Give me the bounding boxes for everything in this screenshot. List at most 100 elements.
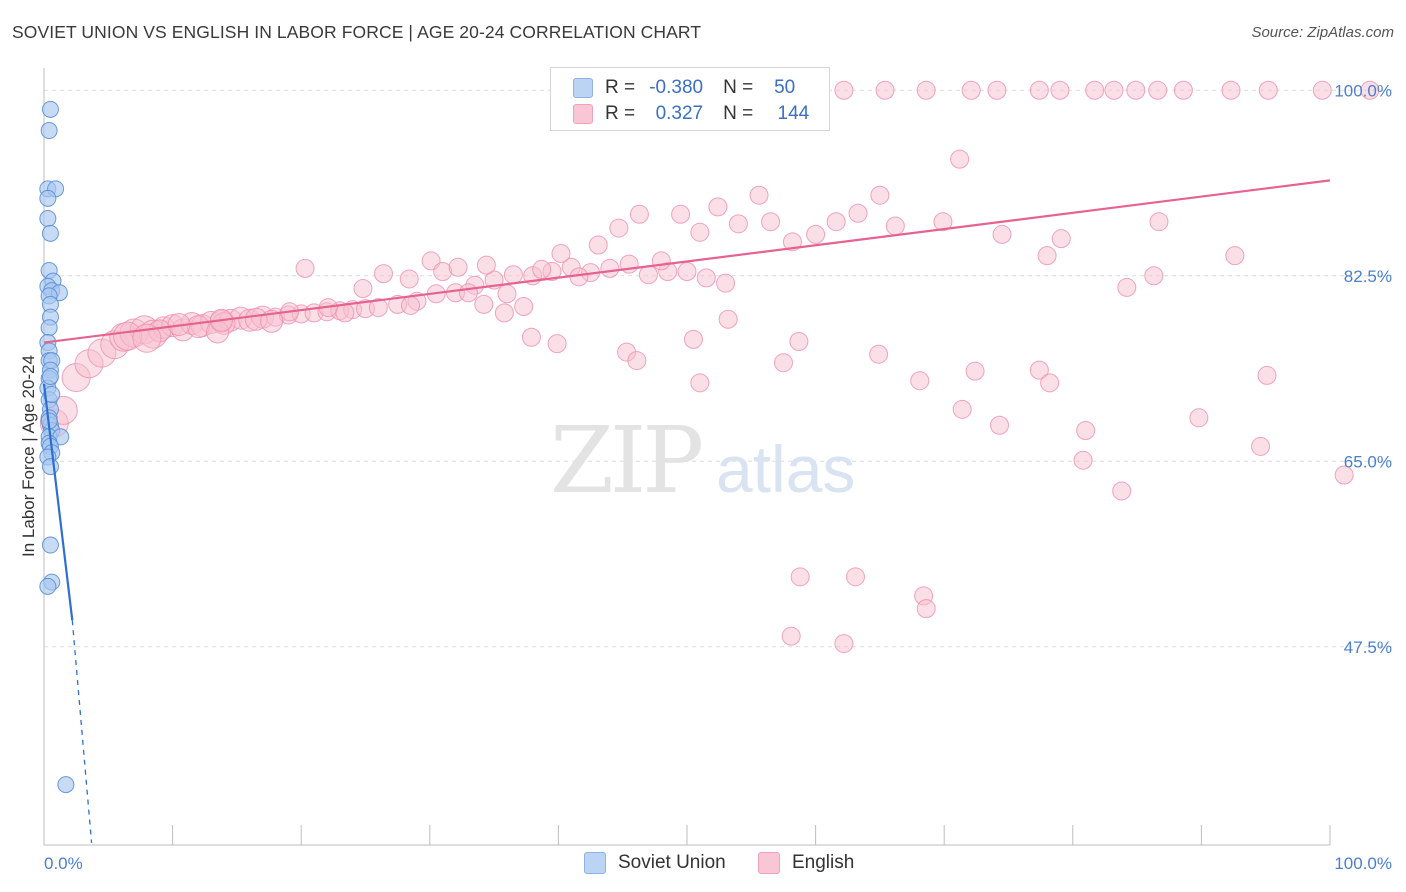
source-label: Source: ZipAtlas.com — [1251, 24, 1394, 41]
english-point — [551, 244, 571, 264]
english-point — [671, 204, 691, 224]
english-point — [728, 214, 748, 234]
english-point — [690, 222, 710, 242]
soviet-union-point — [39, 210, 57, 228]
soviet-union-points — [39, 100, 75, 794]
series-legend: Soviet Union English — [0, 852, 1406, 878]
legend-label-soviet-union: Soviet Union — [618, 852, 726, 873]
english-point — [834, 634, 854, 654]
legend-row-english: R = 0.327 N = 144 — [573, 102, 809, 126]
english-swatch — [758, 852, 780, 874]
n-label: N = — [723, 77, 754, 98]
legend-label-english: English — [792, 852, 855, 873]
english-point — [295, 258, 315, 278]
english-point — [952, 399, 972, 419]
english-point — [1085, 80, 1105, 100]
english-point — [629, 204, 649, 224]
y-tick-label: 47.5% — [1344, 638, 1392, 657]
english-point — [335, 303, 355, 323]
soviet-union-point — [40, 319, 58, 337]
english-point — [696, 268, 716, 288]
english-point — [773, 353, 793, 373]
english-point — [989, 415, 1009, 435]
watermark-zip: ZIP — [550, 407, 701, 514]
english-point — [600, 258, 620, 278]
english-point — [916, 80, 936, 100]
english-point — [965, 361, 985, 381]
english-point — [1251, 436, 1271, 456]
english-point — [848, 203, 868, 223]
english-point — [1076, 421, 1096, 441]
english-point — [609, 218, 629, 238]
english-point — [789, 331, 809, 351]
english-point — [690, 373, 710, 393]
english-r-value: 0.327 — [655, 103, 704, 124]
english-point — [885, 216, 905, 236]
english-point — [494, 303, 514, 323]
chart-title: SOVIET UNION VS ENGLISH IN LABOR FORCE |… — [12, 22, 702, 42]
english-point — [718, 309, 738, 329]
english-point — [870, 185, 890, 205]
english-point — [677, 262, 697, 282]
english-point — [987, 80, 1007, 100]
english-point — [532, 259, 552, 279]
watermark-atlas: atlas — [716, 432, 855, 506]
english-point — [1117, 277, 1137, 297]
english-point — [401, 295, 421, 315]
trend-lines — [42, 179, 1331, 843]
english-point — [961, 80, 981, 100]
x-tick-label-min: 0.0% — [44, 854, 83, 873]
legend-item-english[interactable]: English — [758, 852, 854, 874]
x-tick-label-max: 100.0% — [1334, 854, 1392, 873]
english-point — [869, 344, 889, 364]
soviet-union-point — [43, 385, 61, 403]
y-tick-label: 65.0% — [1344, 452, 1392, 471]
soviet-union-trend-line — [42, 383, 74, 621]
x-tick-labels: 0.0% 100.0% — [44, 854, 1392, 873]
english-point — [399, 269, 419, 289]
english-point — [186, 315, 210, 339]
english-point — [916, 599, 936, 619]
english-point — [1144, 266, 1164, 286]
english-point — [790, 567, 810, 587]
soviet-union-point — [41, 100, 59, 118]
english-point — [547, 334, 567, 354]
soviet-union-point — [39, 189, 57, 207]
y-axis-label: In Labor Force | Age 20-24 — [19, 355, 38, 557]
y-tick-label: 100.0% — [1334, 81, 1392, 100]
english-point — [782, 232, 802, 252]
english-point — [1258, 80, 1278, 100]
english-point — [761, 212, 781, 232]
english-point — [374, 264, 394, 284]
english-point — [1360, 80, 1380, 100]
english-point — [627, 351, 647, 371]
english-point — [845, 567, 865, 587]
english-point — [806, 224, 826, 244]
soviet-union-point — [39, 577, 57, 595]
english-point — [448, 257, 468, 277]
english-point — [474, 294, 494, 314]
n-label: N = — [723, 103, 754, 124]
english-point — [1112, 481, 1132, 501]
english-point — [458, 283, 478, 303]
english-point — [353, 278, 373, 298]
english-point — [514, 297, 534, 317]
english-point — [651, 251, 671, 271]
soviet-union-point — [41, 536, 59, 554]
english-point — [497, 284, 517, 304]
legend-item-soviet-union[interactable]: Soviet Union — [584, 852, 726, 874]
english-point — [1173, 80, 1193, 100]
soviet-union-swatch — [584, 852, 606, 874]
gridlines — [44, 89, 1392, 648]
english-point — [1029, 360, 1049, 380]
soviet-union-point — [57, 776, 75, 794]
soviet-union-trend-extension — [71, 620, 93, 843]
english-point — [1225, 246, 1245, 266]
english-trend-line — [43, 179, 1331, 344]
english-point — [476, 255, 496, 275]
y-tick-label: 82.5% — [1344, 267, 1392, 286]
english-point — [910, 371, 930, 391]
english-swatch — [573, 104, 593, 124]
english-point — [1040, 373, 1060, 393]
